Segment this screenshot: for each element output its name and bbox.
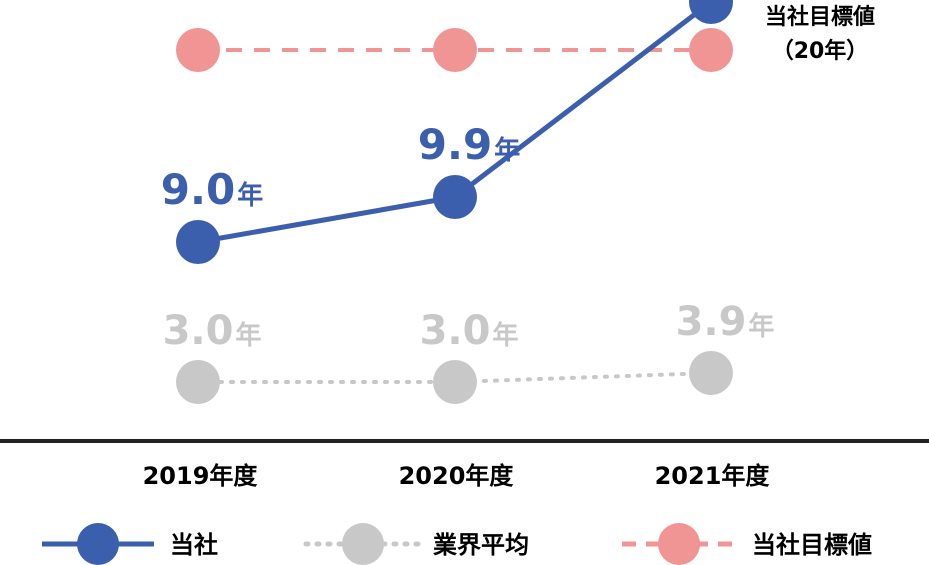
legend-marker-target <box>658 523 700 565</box>
x-tick-label-2020: 2020年度 <box>399 462 515 490</box>
series-industry: 3.0年 3.0年 3.9年 <box>163 299 775 404</box>
legend-marker-own <box>77 523 119 565</box>
data-label-own-0: 9.0年 <box>161 165 263 214</box>
point-target-0 <box>176 28 220 72</box>
legend: 当社 業界平均 当社目標値 <box>42 523 872 565</box>
x-tick-label-2021: 2021年度 <box>655 462 771 490</box>
series-target <box>176 28 733 72</box>
legend-label-target: 当社目標値 <box>752 531 872 559</box>
legend-label-industry: 業界平均 <box>433 531 529 559</box>
data-label-industry-0: 3.0年 <box>163 308 262 354</box>
legend-marker-industry <box>342 523 384 565</box>
target-annotation-line1: 当社目標値 <box>765 4 875 30</box>
point-target-2 <box>689 28 733 72</box>
legend-item-target: 当社目標値 <box>622 523 872 565</box>
point-industry-0 <box>176 360 220 404</box>
point-own-1 <box>433 175 477 219</box>
data-label-industry-2: 3.9年 <box>676 299 775 345</box>
target-annotation-line2: （20年） <box>772 38 869 64</box>
point-own-2 <box>689 0 733 24</box>
x-tick-label-2019: 2019年度 <box>143 462 259 490</box>
point-own-0 <box>176 220 220 264</box>
point-target-1 <box>433 28 477 72</box>
data-label-own-1: 9.9年 <box>418 120 520 169</box>
point-industry-2 <box>689 351 733 395</box>
data-label-industry-1: 3.0年 <box>420 308 519 354</box>
legend-item-own: 当社 <box>42 523 218 565</box>
point-industry-1 <box>433 360 477 404</box>
legend-item-industry: 業界平均 <box>303 523 529 565</box>
legend-label-own: 当社 <box>170 531 218 559</box>
series-own: 9.0年9.9年13.8年 <box>161 0 733 264</box>
